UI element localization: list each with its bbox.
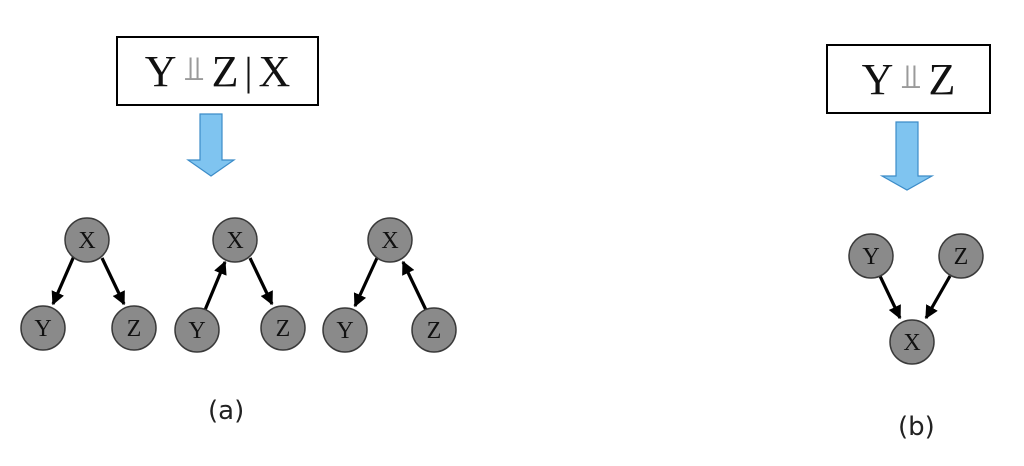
down-arrow-a — [186, 113, 236, 177]
node-z — [411, 307, 457, 353]
node-x-label: X — [78, 228, 95, 254]
independence-symbol-a: ⫫ — [184, 49, 204, 89]
node-y — [322, 307, 368, 353]
formula-a-given: X — [258, 46, 291, 96]
node-y — [848, 233, 894, 279]
formula-a-left: Y — [144, 46, 177, 96]
edge-y-to-x — [203, 260, 227, 311]
down-arrow-b — [879, 121, 935, 191]
node-z — [111, 305, 157, 351]
node-x — [367, 217, 413, 263]
formula-box-b: Y ⫫ Z — [826, 44, 991, 114]
node-y-label: Y — [336, 318, 353, 344]
node-x-label: X — [226, 228, 243, 254]
independence-symbol-b: ⫫ — [901, 57, 921, 97]
node-z-label: Z — [954, 244, 969, 270]
node-z — [260, 305, 306, 351]
graph-chain-z-x-y: X Y Z — [322, 217, 457, 353]
node-y-label: Y — [188, 318, 205, 344]
node-y-label: Y — [34, 316, 51, 342]
node-z-label: Z — [427, 318, 442, 344]
edge-y-to-x — [878, 275, 902, 320]
node-z — [938, 233, 984, 279]
edge-x-to-y — [353, 257, 379, 308]
node-x-label: X — [381, 228, 398, 254]
node-x-label: X — [903, 330, 920, 356]
edge-z-to-x — [401, 260, 428, 311]
formula-a-right: Z — [211, 46, 239, 96]
graph-fork: X Y Z — [20, 217, 157, 351]
formula-b-left: Y — [861, 54, 894, 104]
node-x — [64, 217, 110, 263]
caption-a: (a) — [208, 396, 245, 426]
graph-collider: Y Z X — [848, 233, 984, 365]
node-y — [20, 305, 66, 351]
formula-a-separator: | — [244, 48, 253, 94]
node-x — [212, 217, 258, 263]
edge-x-to-y — [51, 255, 76, 306]
edge-x-to-z — [248, 257, 274, 306]
formula-b-right: Z — [928, 54, 956, 104]
node-y — [174, 307, 220, 353]
caption-b: (b) — [898, 412, 935, 442]
graph-chain-y-x-z: X Y Z — [174, 217, 306, 353]
formula-box-a: Y ⫫ Z | X — [116, 36, 319, 106]
edge-z-to-x — [924, 275, 952, 320]
node-x — [889, 319, 935, 365]
node-z-label: Z — [276, 316, 291, 342]
node-y-label: Y — [862, 244, 879, 270]
node-z-label: Z — [127, 316, 142, 342]
edge-x-to-z — [100, 257, 126, 306]
